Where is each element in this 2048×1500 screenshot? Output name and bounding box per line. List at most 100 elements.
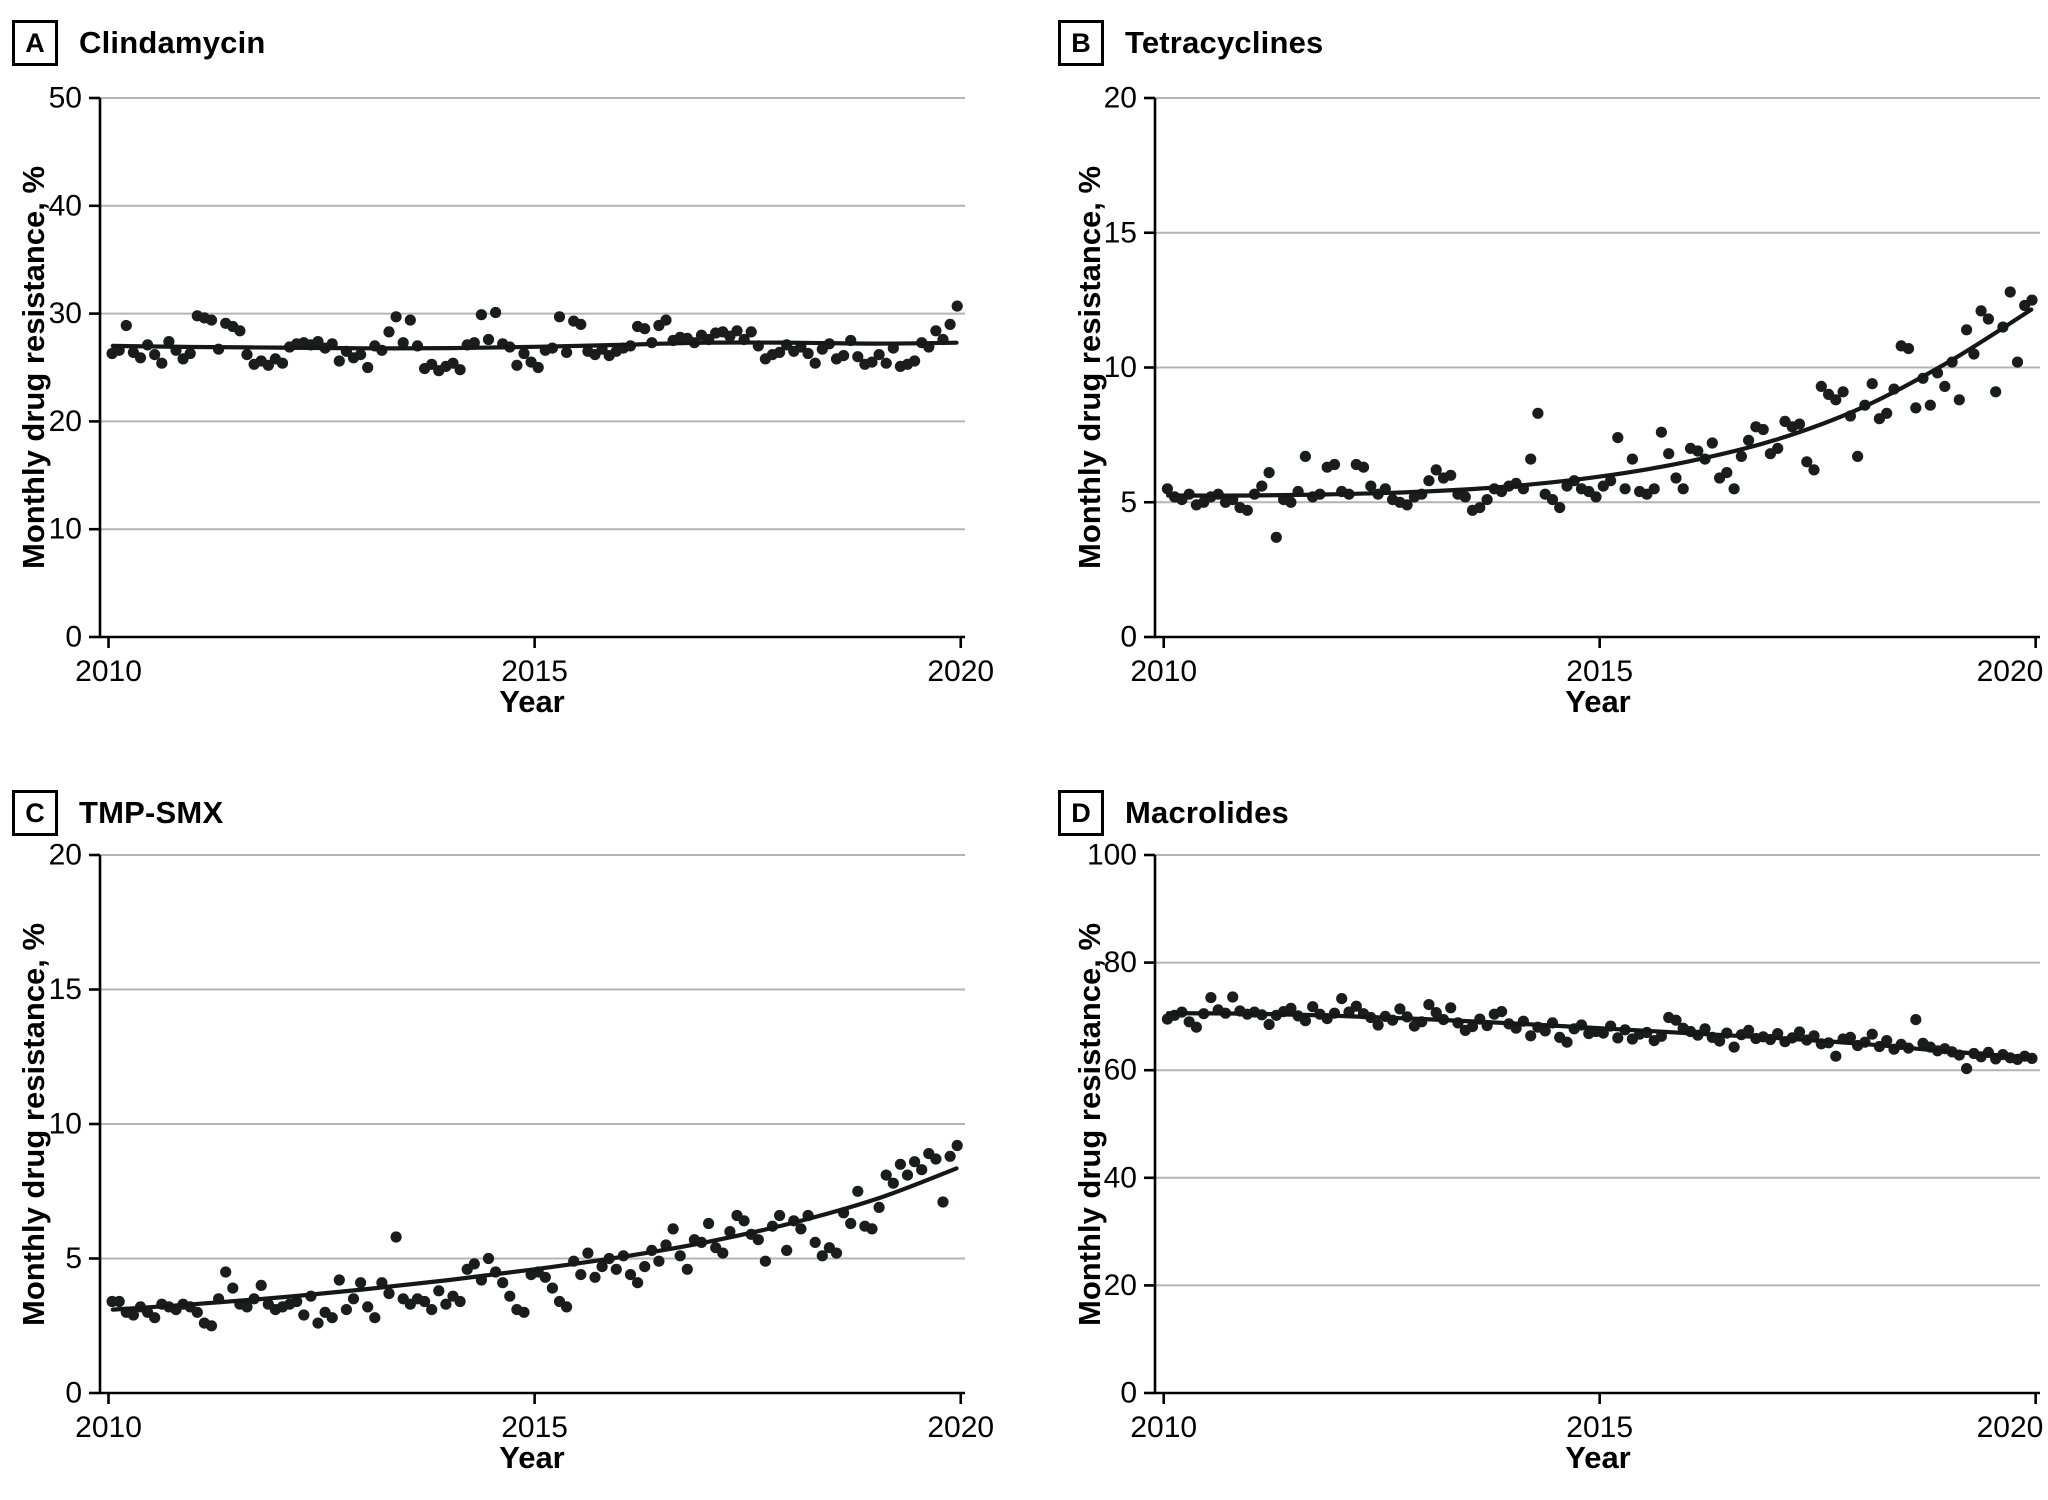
data-point xyxy=(795,1223,807,1235)
data-point xyxy=(205,314,218,326)
data-point xyxy=(1692,445,1704,457)
data-point xyxy=(916,1164,928,1176)
panel-c-header: C TMP-SMX xyxy=(12,790,223,836)
data-point xyxy=(1830,394,1842,406)
data-point xyxy=(866,1223,878,1235)
data-point xyxy=(426,358,438,370)
data-point xyxy=(894,1158,907,1170)
data-point xyxy=(553,311,566,323)
data-point xyxy=(731,325,743,337)
data-point xyxy=(575,318,587,330)
data-point xyxy=(1285,496,1297,508)
data-point xyxy=(255,1279,267,1291)
data-point xyxy=(1190,1021,1202,1033)
data-point xyxy=(660,314,672,326)
data-point xyxy=(262,359,274,371)
data-point xyxy=(475,309,487,321)
data-point xyxy=(1605,475,1617,487)
data-point xyxy=(511,359,523,371)
x-tick-label: 2015 xyxy=(501,655,568,688)
data-point xyxy=(681,1263,693,1275)
data-point xyxy=(1924,399,1936,411)
data-point xyxy=(1372,1019,1384,1031)
data-point xyxy=(390,1231,402,1243)
x-tick-label: 2020 xyxy=(1977,1411,2044,1444)
y-tick-label: 40 xyxy=(49,189,82,222)
x-tick-label: 2020 xyxy=(927,1411,994,1444)
data-point xyxy=(241,349,253,361)
data-point xyxy=(745,326,757,338)
data-point xyxy=(1307,1001,1319,1013)
panel-c-chart: 0 5 10 15 20 2010 2015 2020 xyxy=(49,839,994,1445)
panel-b-letter-box: B xyxy=(1058,20,1104,66)
trend-line xyxy=(110,1166,959,1312)
data-point xyxy=(1772,442,1784,454)
data-point xyxy=(234,325,246,337)
data-point xyxy=(1801,456,1813,468)
data-point xyxy=(1910,402,1922,414)
data-point xyxy=(1612,432,1624,444)
data-point xyxy=(120,319,132,332)
panel-b-header: B Tetracyclines xyxy=(1058,20,1323,66)
data-point xyxy=(901,1169,914,1181)
data-point xyxy=(1961,1063,1973,1075)
panel-d-letter: D xyxy=(1071,797,1091,828)
data-point xyxy=(220,1266,232,1278)
data-point xyxy=(163,336,175,348)
data-point xyxy=(383,326,395,338)
data-point xyxy=(930,325,942,337)
data-point xyxy=(944,318,956,330)
data-point xyxy=(1939,380,1951,392)
data-point xyxy=(1561,1036,1573,1048)
data-point xyxy=(1830,1050,1842,1062)
data-point xyxy=(1256,480,1268,492)
data-point xyxy=(1881,1035,1893,1047)
panel-d-header: D Macrolides xyxy=(1058,790,1289,836)
data-point xyxy=(333,1274,345,1286)
y-tick-label: 100 xyxy=(1087,839,1137,872)
data-point xyxy=(1982,313,1994,325)
panel-b-x-axis-label: Year xyxy=(1565,684,1631,719)
data-point xyxy=(312,336,324,348)
panel-c-x-axis-label: Year xyxy=(499,1440,565,1475)
data-point xyxy=(852,1185,864,1197)
data-point xyxy=(447,357,459,369)
data-point xyxy=(369,1312,381,1324)
data-point xyxy=(937,1196,949,1208)
data-point xyxy=(610,1263,622,1275)
data-point xyxy=(1357,461,1370,473)
data-point xyxy=(717,1247,729,1259)
data-point xyxy=(1648,483,1660,495)
data-point xyxy=(1539,1025,1551,1037)
data-point xyxy=(546,1282,559,1294)
panel-a-x-axis-label: Year xyxy=(499,684,565,719)
scatter-points xyxy=(1161,991,2038,1075)
data-point xyxy=(390,311,402,323)
scatter-points xyxy=(106,300,963,377)
data-point xyxy=(774,346,786,358)
data-point xyxy=(518,1306,530,1318)
y-tick-label: 50 xyxy=(49,82,82,115)
y-tick-label: 60 xyxy=(1104,1054,1137,1087)
data-point xyxy=(298,1309,310,1321)
data-point xyxy=(632,1277,644,1289)
data-point xyxy=(1793,1026,1806,1038)
data-point xyxy=(1626,453,1638,465)
data-point xyxy=(838,350,850,362)
data-point xyxy=(1299,1015,1311,1027)
panel-d-title: Macrolides xyxy=(1125,795,1289,830)
panel-d-x-axis-label: Year xyxy=(1565,1440,1631,1475)
data-point xyxy=(752,1234,764,1246)
y-tick-label: 10 xyxy=(49,513,82,546)
data-point xyxy=(532,361,544,374)
data-point xyxy=(1793,418,1806,430)
data-point xyxy=(1459,491,1471,503)
panel-c-title: TMP-SMX xyxy=(79,795,224,830)
data-point xyxy=(468,337,480,349)
data-point xyxy=(482,333,495,346)
data-point xyxy=(149,349,161,361)
data-point xyxy=(1161,483,1173,495)
data-point xyxy=(1401,499,1413,511)
data-point xyxy=(1546,494,1559,506)
data-point xyxy=(1866,1028,1878,1040)
